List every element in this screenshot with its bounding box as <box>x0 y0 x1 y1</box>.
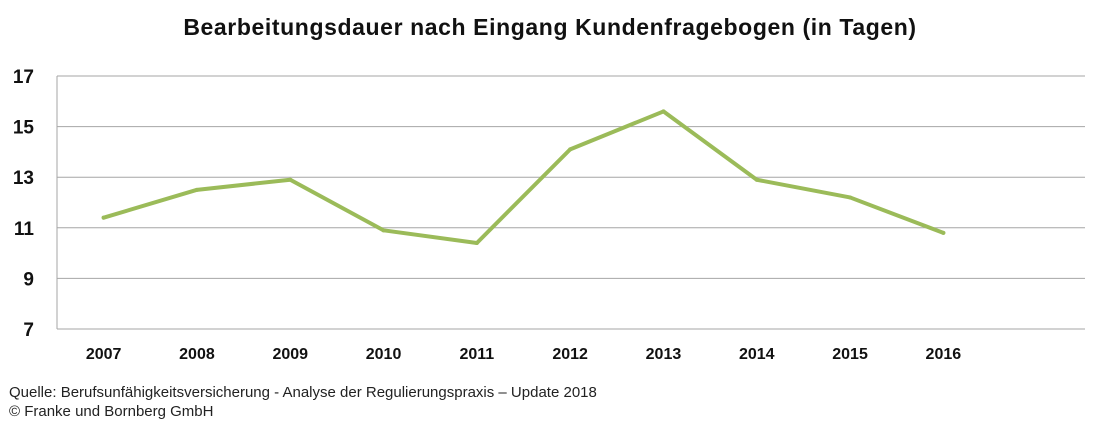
data-point-2011 <box>474 240 479 245</box>
x-tick-label: 2014 <box>739 346 775 363</box>
x-axis-ticks: 2007 2008 2009 2010 2011 2012 2013 2014 2015 2016 <box>86 346 961 363</box>
data-point-2016 <box>941 230 946 235</box>
data-point-2007 <box>101 215 106 220</box>
data-point-2013 <box>661 109 666 114</box>
y-tick-label: 7 <box>23 320 34 341</box>
x-tick-label: 2011 <box>459 346 494 363</box>
y-tick-label: 13 <box>13 168 34 189</box>
y-tick-label: 9 <box>23 269 34 290</box>
y-tick-label: 17 <box>13 67 34 88</box>
chart-footer: Quelle: Berufsunfähigkeitsversicherung -… <box>9 383 597 421</box>
data-point-2012 <box>568 147 573 152</box>
x-tick-label: 2007 <box>86 346 122 363</box>
x-tick-label: 2015 <box>832 346 868 363</box>
chart-title: Bearbeitungsdauer nach Eingang Kundenfra… <box>183 14 917 40</box>
data-point-2008 <box>194 187 199 192</box>
copyright-note: © Franke und Bornberg GmbH <box>9 403 214 420</box>
x-tick-label: 2016 <box>926 346 962 363</box>
x-tick-label: 2012 <box>552 346 588 363</box>
x-tick-label: 2013 <box>646 346 682 363</box>
series-layer <box>101 109 946 245</box>
data-point-2010 <box>381 228 386 233</box>
y-tick-label: 11 <box>14 219 35 240</box>
x-tick-label: 2008 <box>179 346 215 363</box>
y-tick-label: 15 <box>13 118 35 139</box>
gridlines <box>56 75 1085 330</box>
x-tick-label: 2009 <box>272 346 308 363</box>
source-note: Quelle: Berufsunfähigkeitsversicherung -… <box>9 384 597 401</box>
data-point-2009 <box>288 177 293 182</box>
data-point-2015 <box>848 195 853 200</box>
x-tick-label: 2010 <box>366 346 402 363</box>
y-axis-ticks: 7 9 11 13 15 17 <box>13 67 35 341</box>
data-point-2014 <box>754 177 759 182</box>
series-line-0 <box>101 109 946 245</box>
